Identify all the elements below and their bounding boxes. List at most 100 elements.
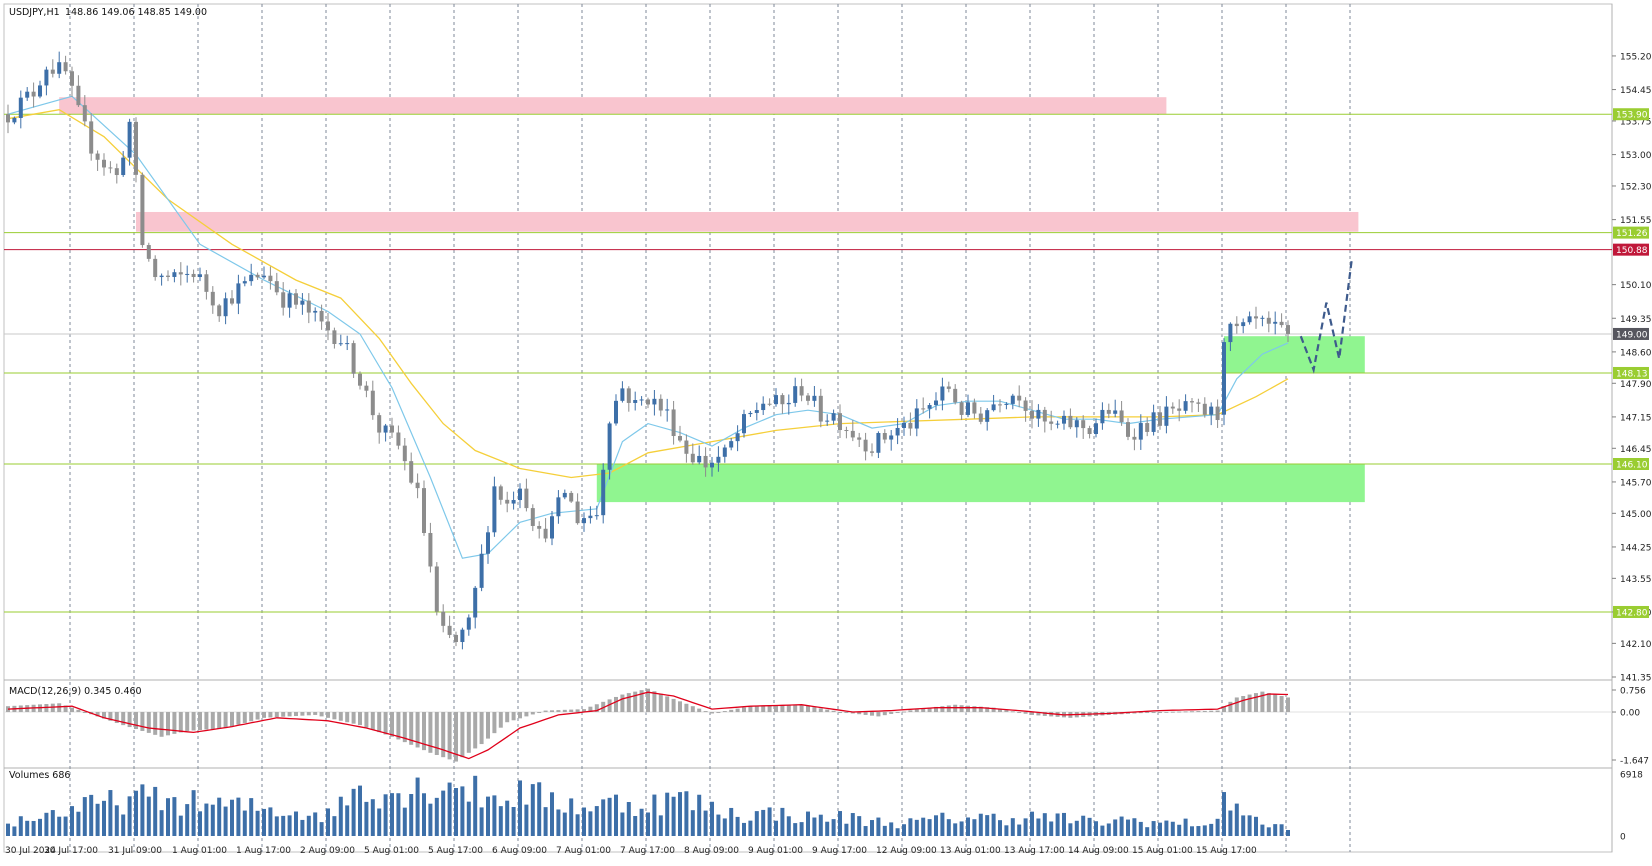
candle[interactable] — [582, 512, 586, 532]
candle[interactable] — [575, 493, 580, 525]
candle[interactable] — [332, 327, 337, 349]
candle[interactable] — [748, 411, 753, 417]
candle[interactable] — [735, 425, 740, 452]
candle[interactable] — [537, 521, 542, 539]
candle[interactable] — [454, 631, 458, 647]
candle[interactable] — [1087, 425, 1092, 439]
candle[interactable] — [767, 398, 772, 407]
candle[interactable] — [447, 615, 452, 639]
candle[interactable] — [460, 627, 465, 650]
candle[interactable] — [518, 483, 522, 509]
candle[interactable] — [978, 406, 983, 425]
candle[interactable] — [44, 66, 49, 96]
candle[interactable] — [530, 504, 535, 532]
candle[interactable] — [1055, 420, 1060, 429]
candle[interactable] — [1234, 316, 1239, 334]
candle[interactable] — [1074, 417, 1079, 438]
candle[interactable] — [172, 269, 177, 283]
candle[interactable] — [121, 151, 126, 177]
candle[interactable] — [1068, 408, 1073, 430]
candle[interactable] — [210, 286, 215, 314]
candle[interactable] — [479, 544, 484, 592]
candle[interactable] — [614, 394, 618, 426]
candle[interactable] — [351, 340, 356, 378]
candle[interactable] — [998, 399, 1002, 413]
candle[interactable] — [1017, 385, 1022, 408]
candle[interactable] — [786, 394, 791, 415]
candle[interactable] — [1202, 397, 1207, 418]
candle[interactable] — [1222, 338, 1226, 426]
candle[interactable] — [684, 434, 689, 463]
candle[interactable] — [1030, 400, 1034, 429]
candle[interactable] — [729, 438, 734, 451]
candle[interactable] — [1260, 315, 1265, 327]
candle[interactable] — [1247, 311, 1252, 325]
candle[interactable] — [396, 425, 401, 450]
candle[interactable] — [652, 389, 657, 416]
candle[interactable] — [159, 273, 164, 286]
candle[interactable] — [934, 392, 938, 411]
candle[interactable] — [1010, 393, 1015, 410]
candle[interactable] — [716, 446, 721, 472]
candle[interactable] — [153, 255, 158, 281]
candle[interactable] — [710, 457, 714, 477]
candle[interactable] — [985, 408, 990, 431]
candle[interactable] — [799, 378, 804, 402]
candles-layer[interactable] — [6, 51, 1290, 650]
candle[interactable] — [844, 426, 849, 439]
candle[interactable] — [255, 272, 260, 280]
candle[interactable] — [1215, 399, 1220, 428]
candle[interactable] — [678, 425, 682, 443]
candle[interactable] — [140, 172, 145, 248]
candle[interactable] — [57, 51, 62, 79]
candle[interactable] — [1081, 415, 1086, 439]
candle[interactable] — [306, 293, 311, 324]
candle[interactable] — [63, 55, 68, 75]
candle[interactable] — [12, 116, 17, 125]
candle[interactable] — [319, 304, 324, 330]
candle[interactable] — [166, 270, 170, 282]
candle[interactable] — [191, 269, 196, 283]
candle[interactable] — [89, 113, 94, 161]
candle[interactable] — [428, 522, 433, 573]
candle[interactable] — [338, 334, 343, 347]
candle[interactable] — [1132, 428, 1137, 451]
candle[interactable] — [754, 402, 759, 421]
candle[interactable] — [626, 386, 631, 412]
candle[interactable] — [1241, 318, 1246, 334]
candle[interactable] — [793, 377, 798, 407]
candle[interactable] — [434, 562, 439, 616]
candle[interactable] — [1119, 400, 1124, 426]
candle[interactable] — [134, 117, 138, 183]
candle[interactable] — [230, 290, 234, 306]
candle[interactable] — [966, 394, 970, 418]
candle[interactable] — [390, 417, 394, 439]
candle[interactable] — [882, 429, 887, 444]
candle[interactable] — [1228, 322, 1233, 352]
candle[interactable] — [70, 66, 74, 97]
candle[interactable] — [742, 409, 746, 438]
candle[interactable] — [50, 59, 55, 78]
candle[interactable] — [774, 388, 778, 407]
candle[interactable] — [108, 161, 113, 174]
candle[interactable] — [1266, 311, 1271, 333]
candle[interactable] — [249, 263, 254, 286]
candle[interactable] — [300, 293, 305, 315]
candle[interactable] — [620, 381, 625, 403]
candle[interactable] — [959, 400, 964, 421]
candle[interactable] — [486, 526, 490, 564]
candle[interactable] — [665, 398, 670, 422]
candle[interactable] — [562, 489, 567, 500]
candle[interactable] — [1106, 403, 1111, 419]
candle[interactable] — [1209, 402, 1214, 426]
candle[interactable] — [198, 267, 202, 282]
candle[interactable] — [658, 394, 663, 417]
candle[interactable] — [1100, 402, 1105, 430]
candle[interactable] — [991, 394, 996, 412]
candle[interactable] — [1036, 404, 1041, 427]
candle[interactable] — [1138, 414, 1143, 450]
candle[interactable] — [921, 397, 926, 414]
candle[interactable] — [703, 447, 708, 477]
candle[interactable] — [1196, 398, 1201, 412]
